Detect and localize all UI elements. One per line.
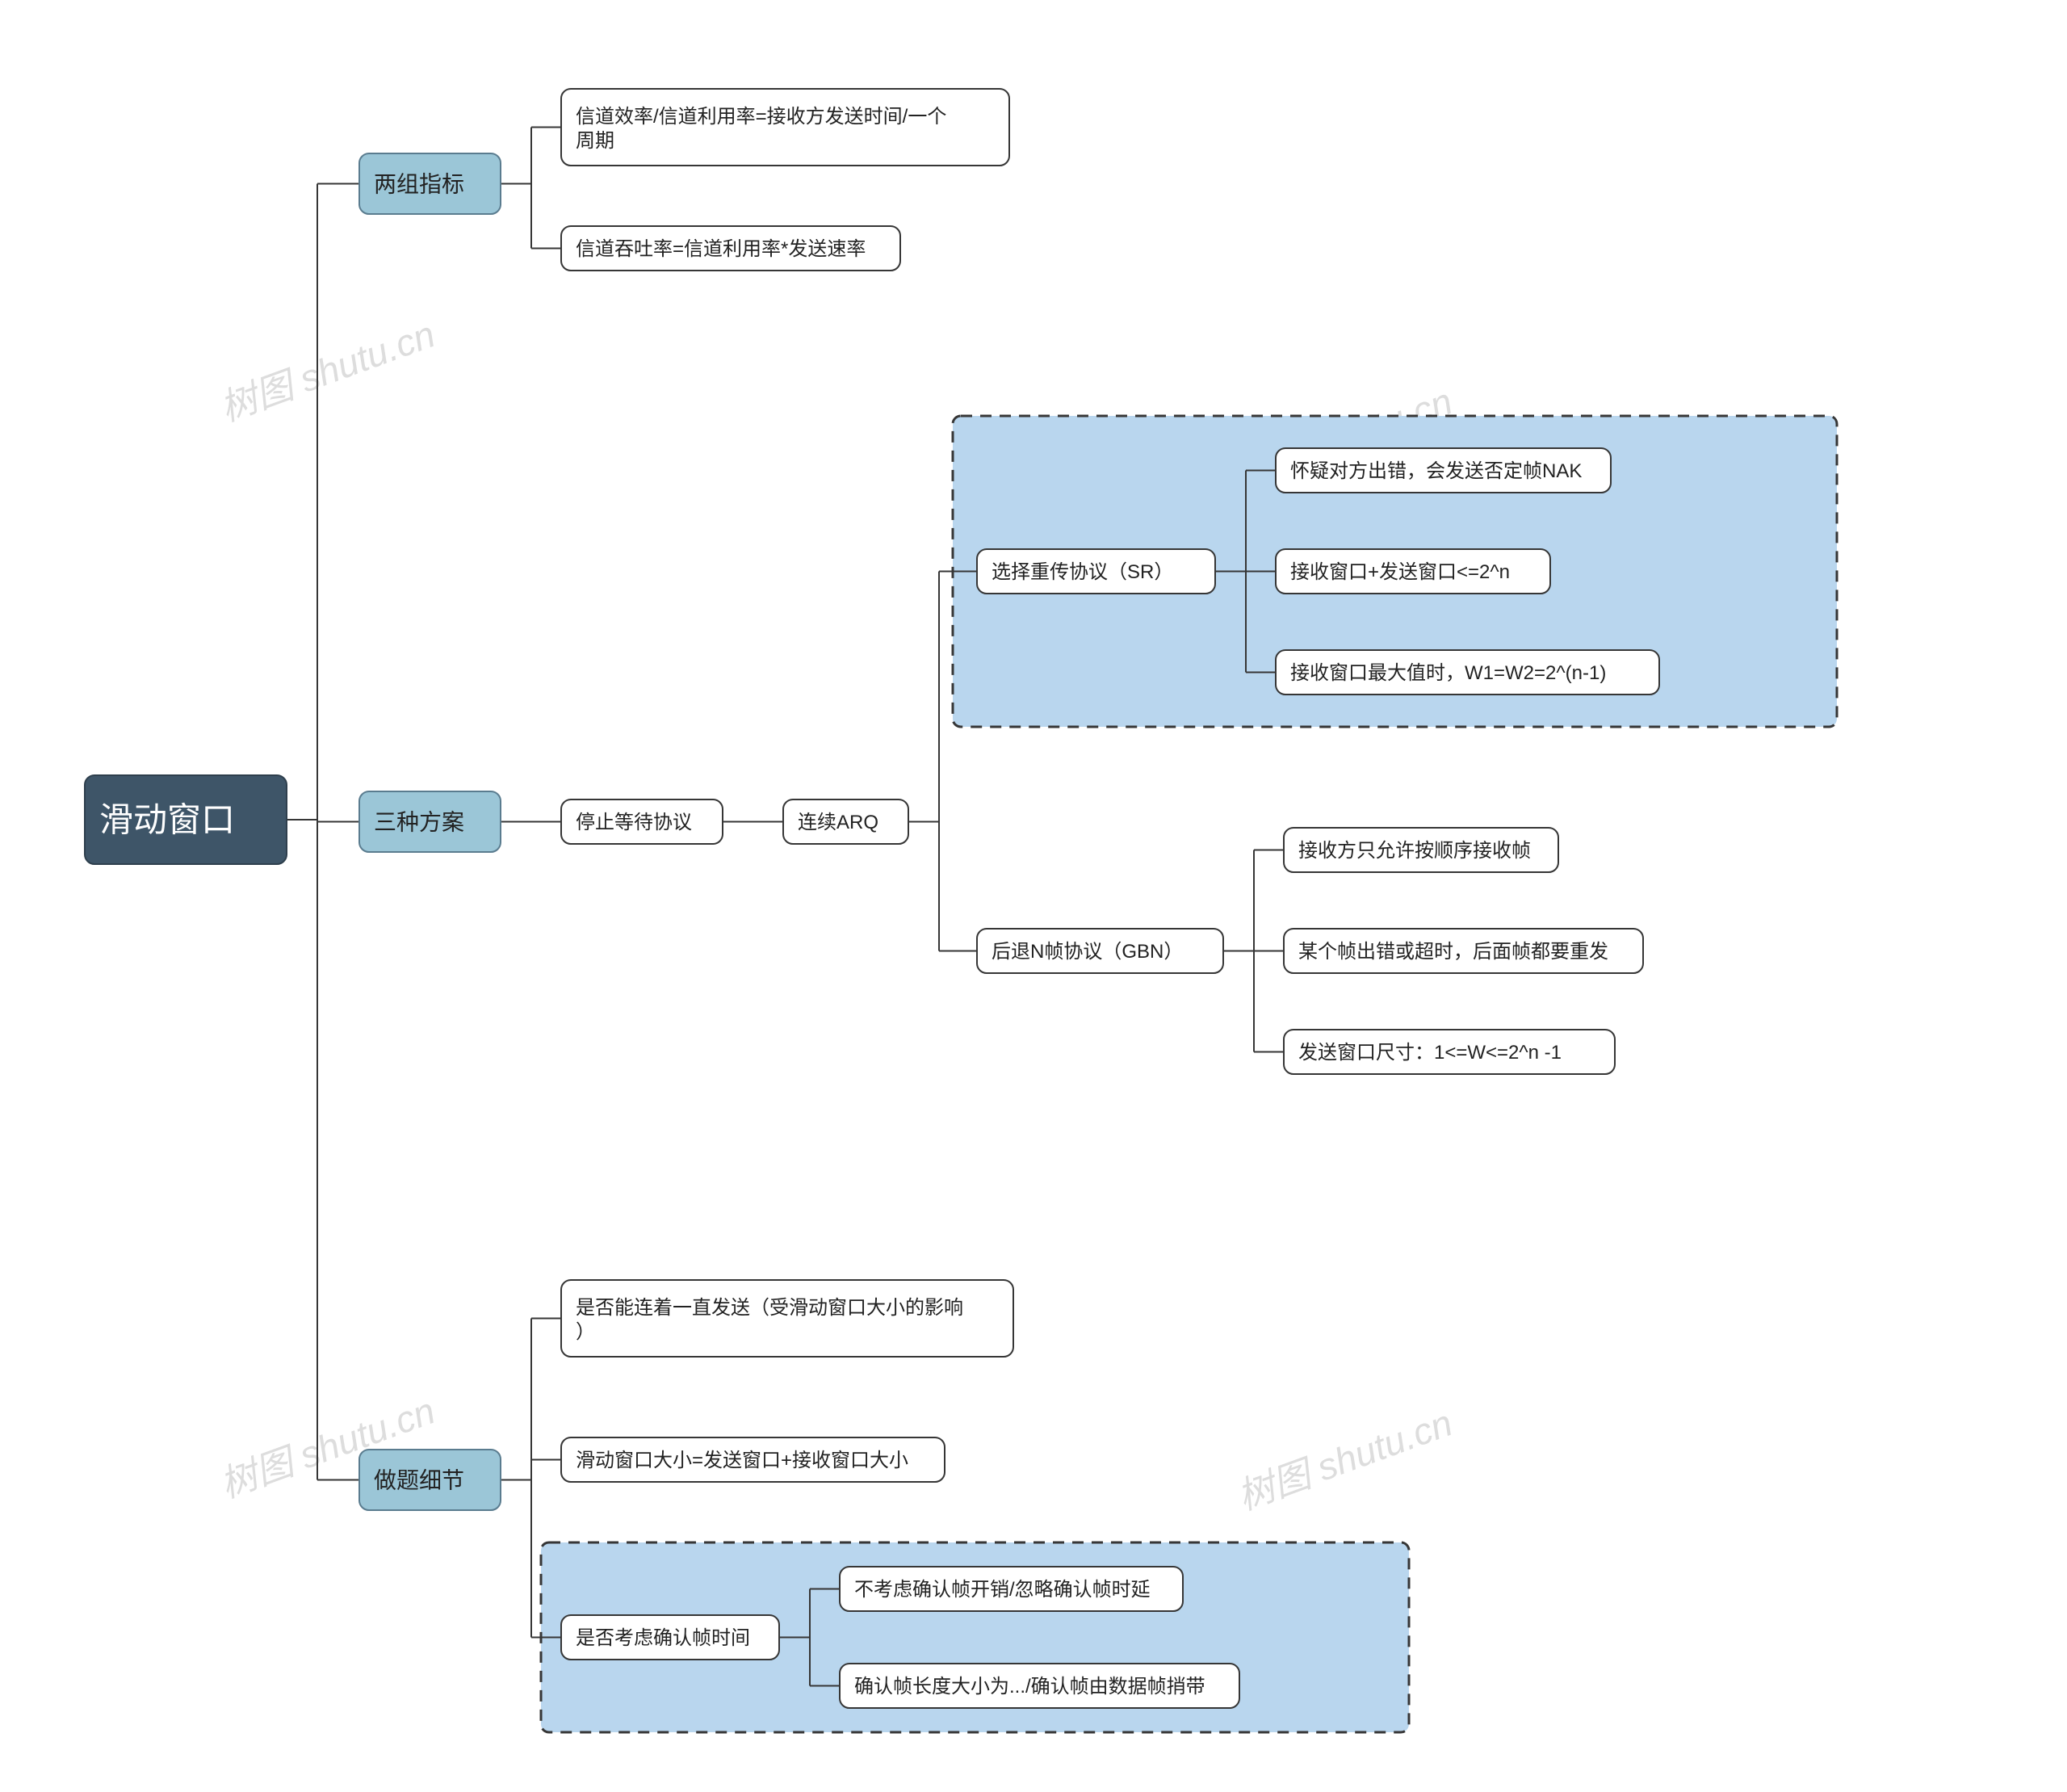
leaf-ack-time: 是否考虑确认帧时间 [561,1615,779,1660]
leaf-channel-efficiency: 信道效率/信道利用率=接收方发送时间/一个周期 [561,89,1009,166]
leaf-throughput-label: 信道吞吐率=信道利用率*发送速率 [576,238,866,260]
leaf-gbn-order-label: 接收方只允许按顺序接收帧 [1298,840,1531,862]
leaf-sr-window-max: 接收窗口最大值时，W1=W2=2^(n-1) [1276,650,1659,695]
leaf-continuous-arq: 连续ARQ [783,799,908,844]
branch-tips: 做题细节 [359,1450,501,1510]
branch-metrics-label: 两组指标 [374,171,464,196]
leaf-sr-protocol: 选择重传协议（SR） [977,549,1215,594]
root-node: 滑动窗口 [85,775,287,864]
leaf-sr-protocol-label: 选择重传协议（SR） [992,561,1173,583]
leaf-gbn-retransmit-label: 某个帧出错或超时，后面帧都要重发 [1298,941,1608,963]
leaf-continuous-send-label: 是否能连着一直发送（受滑动窗口大小的影响 [576,1297,963,1319]
leaf-gbn-retransmit: 某个帧出错或超时，后面帧都要重发 [1284,929,1643,973]
leaf-window-size-sum-label: 滑动窗口大小=发送窗口+接收窗口大小 [576,1450,908,1471]
leaf-window-size-sum: 滑动窗口大小=发送窗口+接收窗口大小 [561,1437,945,1482]
leaf-gbn-order: 接收方只允许按顺序接收帧 [1284,828,1558,872]
leaf-gbn-window: 发送窗口尺寸：1<=W<=2^n -1 [1284,1030,1615,1074]
watermark: 树图 shutu.cn [215,313,441,429]
watermark: 树图 shutu.cn [1232,1401,1458,1517]
mindmap-diagram: 树图 shutu.cn 树图 shutu.cn 树图 shutu.cn 树图 s… [0,0,2067,1792]
branch-schemes-label: 三种方案 [374,809,464,834]
leaf-ack-time-label: 是否考虑确认帧时间 [576,1627,750,1649]
leaf-ack-piggyback: 确认帧长度大小为.../确认帧由数据帧捎带 [840,1664,1239,1708]
leaf-sr-window-sum: 接收窗口+发送窗口<=2^n [1276,549,1550,594]
leaf-sr-window-sum-label: 接收窗口+发送窗口<=2^n [1290,561,1510,583]
root-node-label: 滑动窗口 [99,801,235,839]
leaf-throughput: 信道吞吐率=信道利用率*发送速率 [561,226,900,271]
leaf-stop-and-wait-label: 停止等待协议 [576,812,692,833]
branch-metrics: 两组指标 [359,153,501,214]
leaf-ack-piggyback-label: 确认帧长度大小为.../确认帧由数据帧捎带 [854,1676,1205,1698]
leaf-sr-nak-label: 怀疑对方出错，会发送否定帧NAK [1290,460,1582,482]
leaf-ack-ignore: 不考虑确认帧开销/忽略确认帧时延 [840,1567,1183,1611]
leaf-continuous-send: 是否能连着一直发送（受滑动窗口大小的影响） [561,1280,1013,1357]
leaf-ack-ignore-label: 不考虑确认帧开销/忽略确认帧时延 [854,1579,1151,1601]
leaf-sr-window-max-label: 接收窗口最大值时，W1=W2=2^(n-1) [1290,662,1606,684]
leaf-gbn-protocol-label: 后退N帧协议（GBN） [992,941,1183,963]
leaf-stop-and-wait: 停止等待协议 [561,799,723,844]
leaf-continuous-arq-label: 连续ARQ [798,812,878,833]
leaf-continuous-send-label: ） [576,1321,595,1343]
leaf-sr-nak: 怀疑对方出错，会发送否定帧NAK [1276,448,1611,493]
leaf-gbn-protocol: 后退N帧协议（GBN） [977,929,1223,973]
leaf-channel-efficiency-label: 信道效率/信道利用率=接收方发送时间/一个 [576,106,946,128]
branch-schemes: 三种方案 [359,791,501,852]
leaf-gbn-window-label: 发送窗口尺寸：1<=W<=2^n -1 [1298,1042,1562,1064]
branch-tips-label: 做题细节 [374,1467,464,1492]
leaf-channel-efficiency-label: 周期 [576,130,614,152]
